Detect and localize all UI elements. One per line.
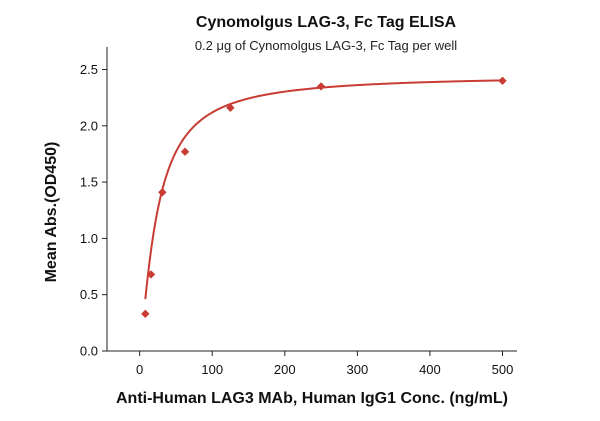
y-axis-ticks: 0.0 0.5 1.0 1.5 2.0 2.5 bbox=[80, 62, 107, 359]
data-point-diamond bbox=[180, 147, 190, 156]
x-tick-label: 400 bbox=[419, 362, 441, 377]
y-tick-label: 0.5 bbox=[80, 287, 98, 302]
chart-subtitle: 0.2 μg of Cynomolgus LAG-3, Fc Tag per w… bbox=[195, 38, 457, 53]
chart-title: Cynomolgus LAG-3, Fc Tag ELISA bbox=[196, 14, 457, 31]
x-tick-label: 0 bbox=[136, 362, 143, 377]
data-points bbox=[141, 76, 507, 319]
data-point-diamond bbox=[146, 270, 156, 279]
data-point-diamond bbox=[498, 76, 507, 85]
data-point-diamond bbox=[226, 103, 235, 112]
x-axis-ticks: 0 100 200 300 400 500 bbox=[136, 351, 513, 377]
data-point-diamond bbox=[316, 82, 326, 91]
y-tick-label: 2.5 bbox=[80, 62, 98, 77]
x-axis-label: Anti-Human LAG3 MAb, Human IgG1 Conc. (n… bbox=[116, 390, 508, 407]
y-tick-label: 0.0 bbox=[80, 344, 98, 359]
y-tick-label: 1.0 bbox=[80, 231, 98, 246]
fit-curve-line bbox=[144, 79, 503, 300]
x-tick-label: 100 bbox=[201, 362, 223, 377]
y-tick-label: 1.5 bbox=[80, 175, 98, 190]
x-tick-label: 500 bbox=[492, 362, 514, 377]
y-tick-label: 2.0 bbox=[80, 118, 98, 133]
data-point-diamond bbox=[158, 188, 167, 197]
y-axis-label: Mean Abs.(OD450) bbox=[43, 142, 60, 283]
x-tick-label: 300 bbox=[347, 362, 369, 377]
data-point-diamond bbox=[141, 309, 150, 319]
x-tick-label: 200 bbox=[274, 362, 296, 377]
